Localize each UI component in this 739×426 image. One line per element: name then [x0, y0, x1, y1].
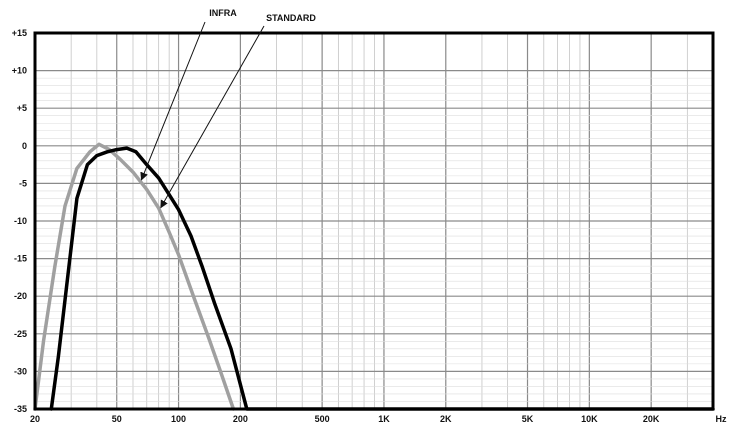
y-tick-label: -25: [14, 329, 27, 339]
y-tick-label: +10: [12, 66, 27, 76]
grid: [35, 33, 713, 409]
x-tick-label: 50: [112, 414, 122, 424]
x-tick-label: 5K: [522, 414, 534, 424]
y-tick-label: -20: [14, 291, 27, 301]
y-tick-labels: +15 +10 +5 0 -5 -10 -15 -20 -25 -30 -35: [12, 28, 27, 414]
x-tick-label: 10K: [581, 414, 598, 424]
y-tick-label: -30: [14, 366, 27, 376]
y-tick-label: -15: [14, 254, 27, 264]
y-tick-label: -5: [19, 178, 27, 188]
y-tick-label: 0: [22, 141, 27, 151]
y-tick-label: +5: [17, 103, 27, 113]
series-line-infra: [33, 142, 236, 411]
y-tick-label: -35: [14, 404, 27, 414]
annotation-arrow-standard: [160, 25, 265, 209]
x-tick-label: 200: [233, 414, 248, 424]
x-tick-label: 100: [171, 414, 186, 424]
y-tick-label: +15: [12, 28, 27, 38]
x-tick-label: 1K: [378, 414, 390, 424]
x-tick-labels: 20 50 100 200 500 1K 2K 5K 10K 20K Hz: [30, 414, 727, 424]
annotation-label-infra: INFRA: [209, 8, 237, 18]
plot-frame: [33, 31, 715, 411]
x-tick-label: 20: [30, 414, 40, 424]
x-tick-label: 20K: [643, 414, 660, 424]
y-tick-label: -10: [14, 216, 27, 226]
annotations: INFRA STANDARD: [140, 8, 316, 209]
annotation-arrow-infra: [140, 21, 206, 181]
x-tick-label: 2K: [440, 414, 452, 424]
x-tick-label: 500: [315, 414, 330, 424]
series-group: [33, 142, 715, 411]
annotation-label-standard: STANDARD: [266, 13, 316, 23]
x-unit-label: Hz: [716, 414, 727, 424]
series-line-standard: [49, 146, 715, 411]
